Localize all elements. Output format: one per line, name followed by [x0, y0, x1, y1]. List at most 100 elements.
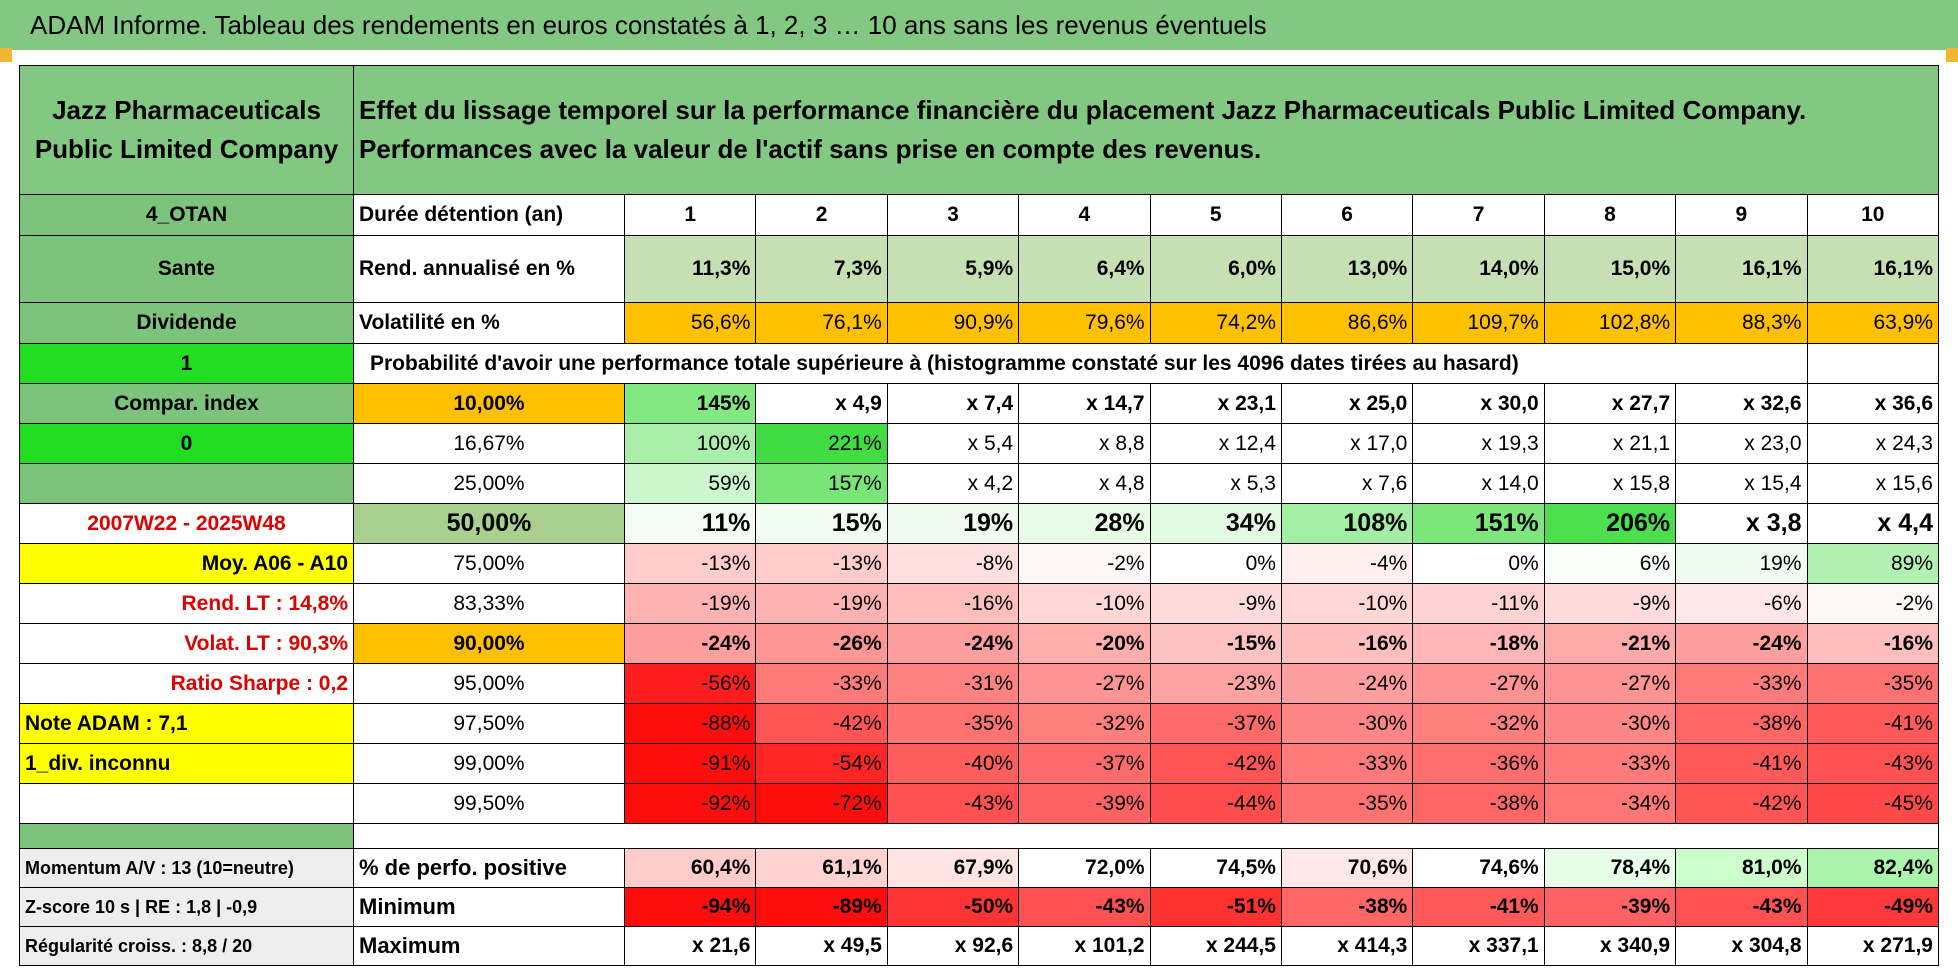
value-cell: 74,2% — [1149, 302, 1282, 344]
summary-value: -41% — [1412, 887, 1545, 927]
value-cell: 76,1% — [755, 302, 888, 344]
summary-value: x 244,5 — [1149, 926, 1282, 966]
row-header: Rend. annualisé en % — [353, 235, 625, 303]
table-row: Dividende Volatilité en % 56,6% 76,1% 90,9% 7… — [19, 302, 1940, 344]
empty-cell — [1806, 343, 1940, 384]
value-cell: 5 — [1149, 194, 1282, 236]
value-cell: -24% — [1675, 623, 1808, 664]
summary-value: x 337,1 — [1412, 926, 1545, 966]
table-row: 99,50% -92% -72% -43% -39% -44% -35% -38% -34% -4… — [19, 783, 1940, 824]
value-cell: -23% — [1149, 663, 1282, 704]
value-cell: -6% — [1675, 583, 1808, 624]
value-cell: -32% — [1412, 703, 1545, 744]
value-cell: -43% — [1806, 743, 1940, 784]
value-cell: x 3,8 — [1675, 503, 1808, 544]
value-cell: -10% — [1280, 583, 1414, 624]
value-cell: 19% — [1675, 543, 1808, 584]
value-cell: 7,3% — [755, 235, 888, 303]
value-cell: -56% — [623, 663, 757, 704]
value-cell: 1 — [623, 194, 757, 236]
value-cell: -33% — [1280, 743, 1414, 784]
summary-header: % de perfo. positive — [353, 848, 625, 888]
value-cell: x 12,4 — [1149, 423, 1282, 464]
row-header: 99,50% — [353, 783, 625, 824]
value-cell: -54% — [755, 743, 888, 784]
value-cell: 9 — [1675, 194, 1808, 236]
value-cell: -45% — [1806, 783, 1940, 824]
value-cell: 59% — [623, 463, 757, 504]
value-cell: 19% — [886, 503, 1020, 544]
value-cell: -35% — [886, 703, 1020, 744]
value-cell: 86,6% — [1280, 302, 1414, 344]
row-label: 1_div. inconnu — [19, 743, 354, 784]
value-cell: -30% — [1543, 703, 1677, 744]
summary-value: 74,5% — [1149, 848, 1282, 888]
value-cell: x 19,3 — [1412, 423, 1545, 464]
value-cell: 15% — [755, 503, 888, 544]
value-cell: -72% — [755, 783, 888, 824]
value-cell: -41% — [1806, 703, 1940, 744]
value-cell: x 21,1 — [1543, 423, 1677, 464]
value-cell: 7 — [1412, 194, 1545, 236]
header-row: Jazz Pharmaceuticals Public Limited Comp… — [19, 65, 1939, 195]
value-cell: -41% — [1675, 743, 1808, 784]
corner-mark — [1946, 48, 1958, 62]
value-cell: -16% — [886, 583, 1020, 624]
value-cell: x 23,1 — [1149, 383, 1282, 424]
value-cell: 6 — [1280, 194, 1414, 236]
value-cell: 3 — [886, 194, 1020, 236]
row-header: 97,50% — [353, 703, 625, 744]
value-cell: x 4,2 — [886, 463, 1020, 504]
value-cell: -35% — [1806, 663, 1940, 704]
value-cell: -13% — [755, 543, 888, 584]
value-cell: x 15,4 — [1675, 463, 1808, 504]
value-cell: 100% — [623, 423, 757, 464]
summary-value: x 92,6 — [886, 926, 1020, 966]
page-title: ADAM Informe. Tableau des rendements en … — [0, 0, 1958, 50]
value-cell: -24% — [886, 623, 1020, 664]
table-row: Ratio Sharpe : 0,2 95,00% -56% -33% -31% -27%… — [19, 663, 1940, 704]
value-cell: x 25,0 — [1280, 383, 1414, 424]
value-cell: x 4,8 — [1018, 463, 1151, 504]
value-cell: 221% — [755, 423, 888, 464]
value-cell: -8% — [886, 543, 1020, 584]
summary-value: 61,1% — [755, 848, 888, 888]
value-cell: -91% — [623, 743, 757, 784]
summary-value: 74,6% — [1412, 848, 1545, 888]
summary-row: Régularité croiss. : 8,8 / 20 Maximum x 21… — [19, 926, 1940, 966]
spacer-row — [19, 823, 1939, 849]
value-cell: -33% — [1675, 663, 1808, 704]
value-cell: -15% — [1149, 623, 1282, 664]
value-cell: 79,6% — [1018, 302, 1151, 344]
row-header: 25,00% — [353, 463, 625, 504]
value-cell: -32% — [1018, 703, 1151, 744]
value-cell: 34% — [1149, 503, 1282, 544]
value-cell: x 15,6 — [1806, 463, 1940, 504]
value-cell: x 5,4 — [886, 423, 1020, 464]
table-row: Rend. LT : 14,8% 83,33% -19% -19% -16% -10% -9… — [19, 583, 1940, 624]
summary-value: -43% — [1675, 887, 1808, 927]
value-cell: 8 — [1543, 194, 1677, 236]
summary-label: Régularité croiss. : 8,8 / 20 — [19, 926, 354, 966]
summary-value: x 304,8 — [1675, 926, 1808, 966]
value-cell: -31% — [886, 663, 1020, 704]
value-cell: 206% — [1543, 503, 1677, 544]
value-cell: -19% — [623, 583, 757, 624]
table-row: 2007W22 - 2025W48 50,00% 11% 15% 19% 28% 34% 10… — [19, 503, 1940, 544]
row-label: Compar. index — [19, 383, 354, 424]
summary-value: -89% — [755, 887, 888, 927]
summary-value: -51% — [1149, 887, 1282, 927]
spacer-cell — [19, 823, 354, 849]
value-cell: 16,1% — [1675, 235, 1808, 303]
value-cell: -39% — [1018, 783, 1151, 824]
summary-value: -49% — [1806, 887, 1940, 927]
value-cell: -16% — [1806, 623, 1940, 664]
value-cell: -16% — [1280, 623, 1414, 664]
value-cell: 145% — [623, 383, 757, 424]
value-cell: 63,9% — [1806, 302, 1940, 344]
table-row: Volat. LT : 90,3% 90,00% -24% -26% -24% -20% -… — [19, 623, 1940, 664]
summary-value: 78,4% — [1543, 848, 1677, 888]
row-label — [19, 783, 354, 824]
summary-value: 70,6% — [1280, 848, 1414, 888]
summary-row: Z-score 10 s | RE : 1,8 | -0,9 Minimum -94… — [19, 887, 1940, 927]
